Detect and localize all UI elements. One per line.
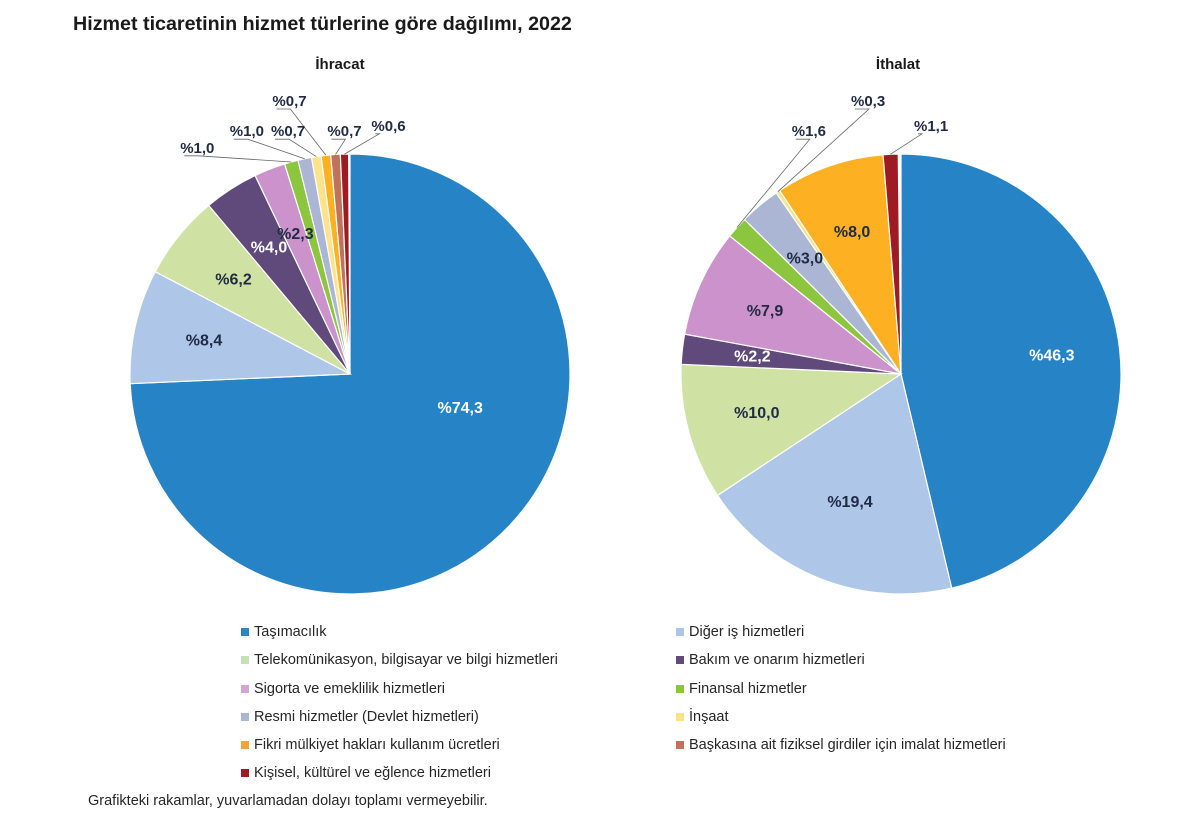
svg-text:%1,6: %1,6	[792, 123, 826, 140]
svg-text:%19,4: %19,4	[827, 494, 872, 511]
svg-text:%0,3: %0,3	[851, 93, 885, 110]
svg-text:%1,0: %1,0	[230, 123, 264, 140]
svg-text:%1,1: %1,1	[914, 118, 948, 135]
svg-text:%0,6: %0,6	[371, 118, 405, 135]
svg-text:%46,3: %46,3	[1029, 348, 1074, 365]
svg-text:%3,0: %3,0	[787, 251, 824, 268]
svg-text:%74,3: %74,3	[438, 400, 483, 417]
svg-text:%0,7: %0,7	[327, 123, 361, 140]
svg-text:%2,2: %2,2	[734, 348, 771, 365]
svg-text:%8,4: %8,4	[186, 333, 223, 350]
svg-text:%0,7: %0,7	[271, 123, 305, 140]
svg-text:%10,0: %10,0	[734, 405, 779, 422]
svg-text:%2,3: %2,3	[277, 226, 314, 243]
svg-text:%7,9: %7,9	[747, 303, 784, 320]
svg-text:%8,0: %8,0	[834, 224, 871, 241]
svg-text:%1,0: %1,0	[180, 140, 214, 157]
svg-text:%0,7: %0,7	[272, 93, 306, 110]
svg-text:%6,2: %6,2	[215, 271, 252, 288]
